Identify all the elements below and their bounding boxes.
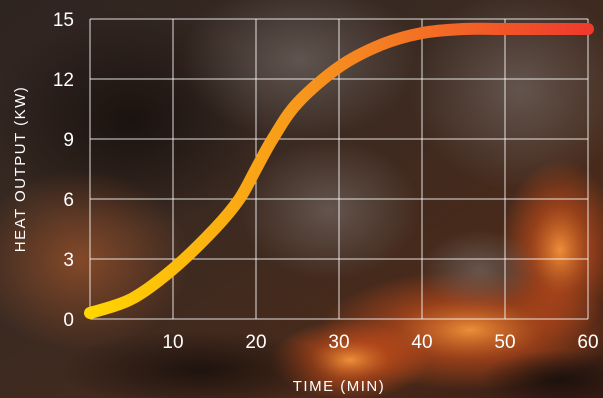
x-tick-label: 20 <box>245 332 266 353</box>
y-tick-label: 12 <box>53 70 74 91</box>
series-layer <box>84 22 594 319</box>
heat-output-series-line <box>84 22 594 319</box>
x-tick-label: 50 <box>494 332 515 353</box>
y-tick-label: 3 <box>63 250 74 271</box>
x-tick-label: 40 <box>411 332 432 353</box>
x-tick-label: 10 <box>162 332 183 353</box>
x-tick-label: 60 <box>577 332 598 353</box>
y-tick-label: 9 <box>63 130 74 151</box>
axis-tick-labels: 10 20 30 40 50 60 0 3 6 9 12 15 <box>53 10 599 353</box>
y-tick-label: 0 <box>63 310 74 331</box>
x-axis-title: TIME (MIN) <box>293 378 385 395</box>
y-tick-label: 6 <box>63 190 74 211</box>
y-axis-title: HEAT OUTPUT (KW) <box>12 86 29 253</box>
x-tick-label: 30 <box>328 332 349 353</box>
y-tick-label: 15 <box>53 10 74 31</box>
